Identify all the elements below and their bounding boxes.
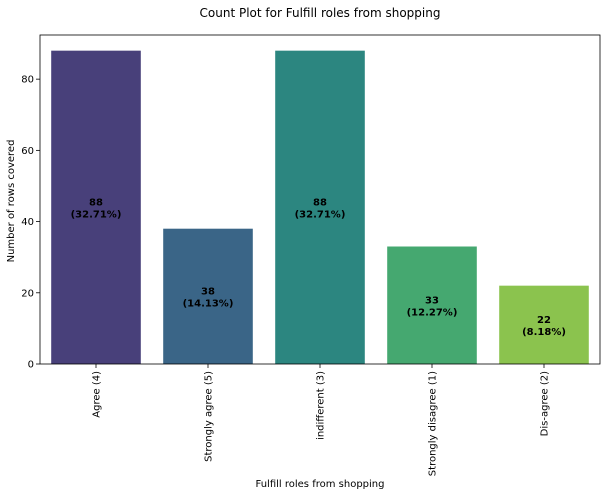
y-tick-label: 20 bbox=[21, 288, 34, 299]
x-tick-label: Dis-agree (2) bbox=[540, 371, 551, 436]
bar-count-label: 88 bbox=[89, 197, 103, 208]
bar-percent-label: (14.13%) bbox=[183, 298, 234, 309]
bar-2 bbox=[275, 50, 365, 365]
bar-1 bbox=[163, 228, 253, 364]
x-axis-label: Fulfill roles from shopping bbox=[256, 479, 385, 490]
chart-title: Count Plot for Fulfill roles from shoppi… bbox=[200, 6, 441, 20]
x-axis: Agree (4) Strongly agree (5) indifferent (… bbox=[92, 364, 551, 476]
y-tick-label: 80 bbox=[21, 75, 34, 86]
x-tick-label: indifferent (3) bbox=[316, 371, 327, 440]
bar-count-label: 88 bbox=[313, 197, 327, 208]
y-axis: 0 20 40 60 80 bbox=[21, 75, 40, 371]
x-tick-label: Strongly agree (5) bbox=[204, 371, 215, 462]
bar-4 bbox=[499, 285, 589, 364]
bar-percent-label: (12.27%) bbox=[407, 307, 458, 318]
y-tick-label: 40 bbox=[21, 217, 34, 228]
bar-percent-label: (32.71%) bbox=[71, 209, 122, 220]
bar-count-label: 38 bbox=[201, 286, 215, 297]
bar-count-label: 22 bbox=[537, 315, 551, 326]
x-tick-label: Strongly disagree (1) bbox=[428, 371, 439, 476]
bar-count-label: 33 bbox=[425, 295, 439, 306]
bar-0 bbox=[51, 50, 141, 365]
y-tick-label: 60 bbox=[21, 146, 34, 157]
bar-percent-label: (32.71%) bbox=[295, 209, 346, 220]
y-axis-label: Number of rows covered bbox=[6, 140, 17, 263]
x-tick-label: Agree (4) bbox=[92, 371, 103, 418]
bar-3 bbox=[387, 246, 477, 364]
plot-area: 88(32.71%)38(14.13%)88(32.71%)33(12.27%)… bbox=[39, 34, 601, 365]
bar-percent-label: (8.18%) bbox=[522, 327, 566, 338]
y-tick-label: 0 bbox=[28, 360, 34, 371]
